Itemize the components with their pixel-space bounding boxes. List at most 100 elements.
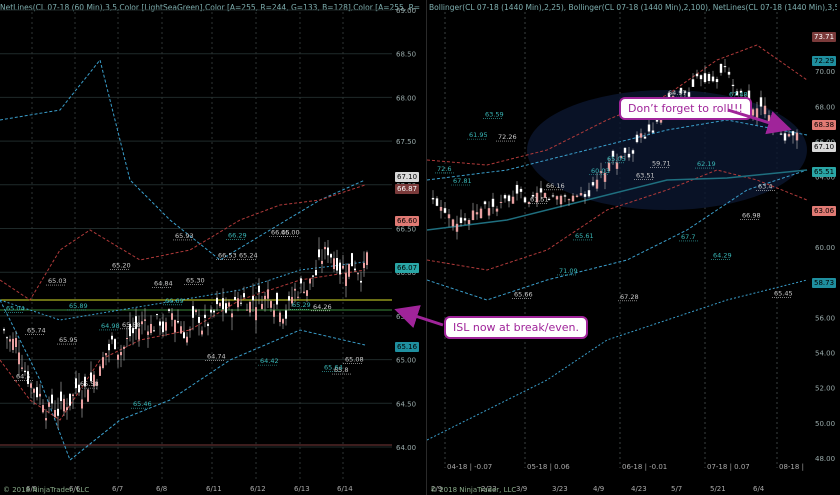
left-candle-body bbox=[315, 269, 317, 276]
right-candle-body bbox=[599, 171, 603, 174]
left-price-badge: 66.60 bbox=[395, 216, 420, 226]
left-marker-label: 66.69 bbox=[165, 297, 184, 305]
right-lower-bollinger bbox=[427, 169, 808, 271]
left-candle-body bbox=[204, 314, 206, 318]
left-marker-label: 65.74 bbox=[27, 327, 46, 335]
left-x-tick-label: 6/12 bbox=[250, 485, 266, 493]
left-marker-label: 64.5 bbox=[16, 372, 30, 380]
right-candle-body bbox=[495, 208, 499, 212]
left-chart-panel[interactable]: NetLines(CL 07-18 (60 Min),3,5,Color [Li… bbox=[0, 0, 426, 495]
left-candle-body bbox=[354, 268, 356, 271]
left-inner-upper-band bbox=[0, 184, 366, 301]
right-chart-panel[interactable]: Bollinger(CL 07-18 (1440 Min),2,25), Bol… bbox=[427, 0, 840, 495]
left-candle-body bbox=[276, 292, 278, 305]
left-candle-body bbox=[126, 338, 128, 340]
left-candle-body bbox=[261, 303, 263, 309]
left-candle-body bbox=[336, 257, 338, 271]
right-candle-body bbox=[511, 196, 515, 204]
left-candle-body bbox=[24, 370, 26, 373]
left-candle-body bbox=[231, 313, 233, 318]
left-candle-body bbox=[81, 399, 83, 409]
left-candle-body bbox=[333, 258, 335, 270]
left-candle-body bbox=[195, 309, 197, 313]
right-candle-body bbox=[687, 92, 691, 97]
panel-divider[interactable] bbox=[426, 0, 427, 495]
left-mid-band bbox=[0, 261, 366, 321]
left-candle-body bbox=[288, 296, 290, 301]
left-x-tick-label: 6/11 bbox=[206, 485, 222, 493]
right-y-tick-label: 56.00 bbox=[815, 314, 835, 322]
right-x-tick-label: 4/23 bbox=[631, 485, 647, 493]
right-candle-body bbox=[783, 133, 787, 141]
left-candle-body bbox=[105, 353, 107, 356]
left-candle-body bbox=[201, 330, 203, 335]
left-candle-body bbox=[150, 323, 152, 334]
left-candle-body bbox=[291, 296, 293, 304]
left-candle-body bbox=[294, 288, 296, 291]
left-candle-body bbox=[90, 372, 92, 382]
right-candle-body bbox=[787, 134, 791, 137]
left-marker-label: 65.64 bbox=[324, 364, 343, 372]
right-y-tick-label: 52.00 bbox=[815, 385, 835, 393]
left-candle-body bbox=[246, 309, 248, 311]
right-candle-body bbox=[615, 162, 619, 169]
right-marker-label: 65.45 bbox=[774, 290, 793, 298]
left-candle-body bbox=[12, 338, 14, 350]
right-candle-body bbox=[439, 206, 443, 211]
right-marker-label: 65.05 bbox=[607, 155, 626, 163]
right-x-tick-label: 5/7 bbox=[671, 485, 682, 493]
left-candle-body bbox=[186, 336, 188, 343]
left-price-badge: 66.07 bbox=[395, 263, 420, 273]
left-candle-body bbox=[318, 249, 320, 258]
left-candle-body bbox=[108, 343, 110, 351]
left-y-tick-label: 66.00 bbox=[396, 269, 416, 277]
right-candle-body bbox=[607, 162, 611, 171]
right-candle-body bbox=[647, 124, 651, 132]
left-candle-body bbox=[240, 302, 242, 304]
right-marker-label: 60.03 bbox=[591, 167, 610, 175]
left-y-tick-label: 68.00 bbox=[396, 94, 416, 102]
right-candle-body bbox=[499, 201, 503, 203]
left-candle-body bbox=[237, 298, 239, 308]
left-candle-body bbox=[84, 376, 86, 387]
left-candle-body bbox=[243, 293, 245, 298]
left-candle-body bbox=[174, 320, 176, 333]
right-marker-label: 62.19 bbox=[697, 160, 716, 168]
left-candle-body bbox=[135, 316, 137, 330]
left-y-tick-label: 64.00 bbox=[396, 444, 416, 452]
left-candle-body bbox=[111, 335, 113, 340]
right-contract-label: 08-18 | bbox=[779, 463, 804, 471]
left-candle-body bbox=[117, 354, 119, 360]
right-contract-label: 05-18 | 0.06 bbox=[527, 463, 570, 471]
left-candle-body bbox=[120, 351, 122, 356]
left-candle-body bbox=[273, 310, 275, 317]
right-marker-label: 61.51 bbox=[530, 196, 549, 204]
right-y-tick-label: 64.00 bbox=[815, 174, 835, 182]
right-candle-body bbox=[751, 109, 755, 116]
left-candle-body bbox=[270, 301, 272, 308]
left-candle-body bbox=[54, 410, 56, 417]
left-candle-body bbox=[15, 338, 17, 348]
right-candle-body bbox=[451, 219, 455, 227]
left-candle-body bbox=[351, 253, 353, 267]
right-chart-canvas[interactable]: 72.0070.0068.0066.0064.0062.0060.0058.00… bbox=[427, 0, 840, 495]
right-marker-label: 66.16 bbox=[546, 182, 565, 190]
left-marker-label: 65.46 bbox=[133, 400, 152, 408]
left-candle-body bbox=[303, 291, 305, 293]
left-marker-label: 64.98 bbox=[101, 322, 120, 330]
right-candle-body bbox=[747, 90, 751, 100]
right-candle-body bbox=[479, 208, 483, 219]
left-marker-label: 65.30 bbox=[186, 276, 205, 284]
left-candle-body bbox=[3, 328, 5, 331]
left-candle-body bbox=[138, 328, 140, 340]
left-candle-body bbox=[159, 321, 161, 326]
left-marker-label: 64.74 bbox=[207, 352, 226, 360]
left-candle-body bbox=[357, 273, 359, 275]
right-marker-label: 67.48 bbox=[729, 91, 748, 99]
left-candle-body bbox=[72, 394, 74, 397]
left-candle-body bbox=[168, 309, 170, 312]
right-candle-body bbox=[487, 208, 491, 216]
left-candle-body bbox=[42, 405, 44, 413]
left-outer-upper-band bbox=[0, 58, 366, 261]
left-chart-canvas[interactable]: 69.0068.5068.0067.5067.0066.5066.0065.50… bbox=[0, 0, 426, 495]
